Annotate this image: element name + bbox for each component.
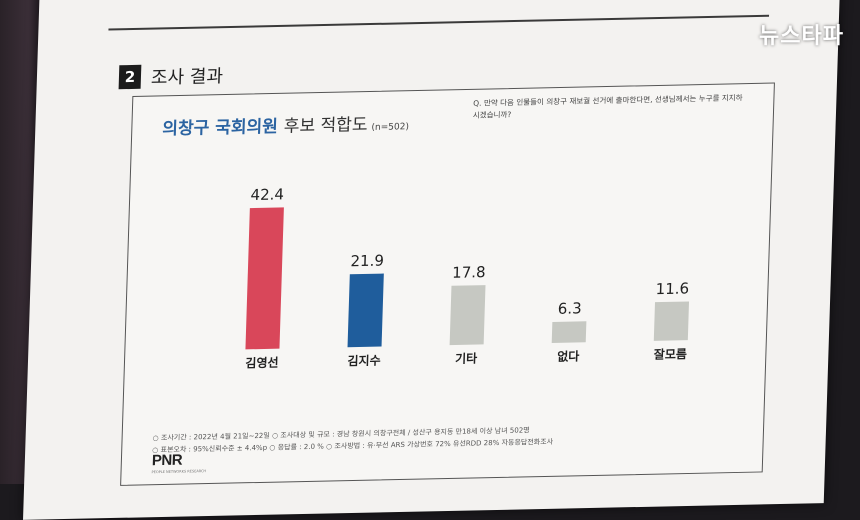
chart-panel: 의창구 국회의원 후보 적합도 (n=502) Q. 만약 다음 인물들이 의창구 … — [120, 82, 775, 486]
bar-0 — [245, 207, 284, 350]
value-label-2: 17.8 — [452, 263, 486, 282]
value-label-1: 21.9 — [350, 252, 384, 271]
bar-1 — [347, 273, 384, 348]
section-title: 조사 결과 — [150, 66, 224, 89]
section-number: 2 — [118, 64, 142, 90]
pnr-logo: PNR — [151, 451, 183, 470]
bar-3 — [551, 321, 587, 343]
category-label-3: 없다 — [557, 348, 580, 363]
bar-2 — [449, 285, 486, 346]
section-heading: 2 조사 결과 — [118, 62, 224, 90]
value-label-0: 42.4 — [250, 185, 284, 204]
bar-4 — [653, 301, 690, 341]
category-label-1: 김지수 — [347, 353, 381, 369]
category-label-0: 김영선 — [245, 355, 279, 371]
newstapa-watermark: 뉴스타파 — [759, 24, 844, 49]
bar-chart: 42.4 김영선 21.9 김지수 17.8 기타 6.3 없다 11.6 잘모름 — [245, 185, 690, 371]
value-label-3: 6.3 — [558, 299, 582, 317]
survey-footer: ○ 조사기간 : 2022년 4월 21일~22일 ○ 조사대상 및 규모 : … — [152, 424, 554, 456]
value-label-4: 11.6 — [655, 279, 689, 298]
pnr-logo-subtitle: PEOPLE NETWORKS RESEARCH — [151, 469, 207, 475]
document-page: 2 조사 결과 의창구 국회의원 후보 적합도 (n=502) Q. 만약 다음 인… — [23, 0, 841, 520]
category-label-4: 잘모름 — [654, 346, 688, 362]
header-rule — [108, 14, 770, 31]
category-label-2: 기타 — [455, 351, 478, 366]
